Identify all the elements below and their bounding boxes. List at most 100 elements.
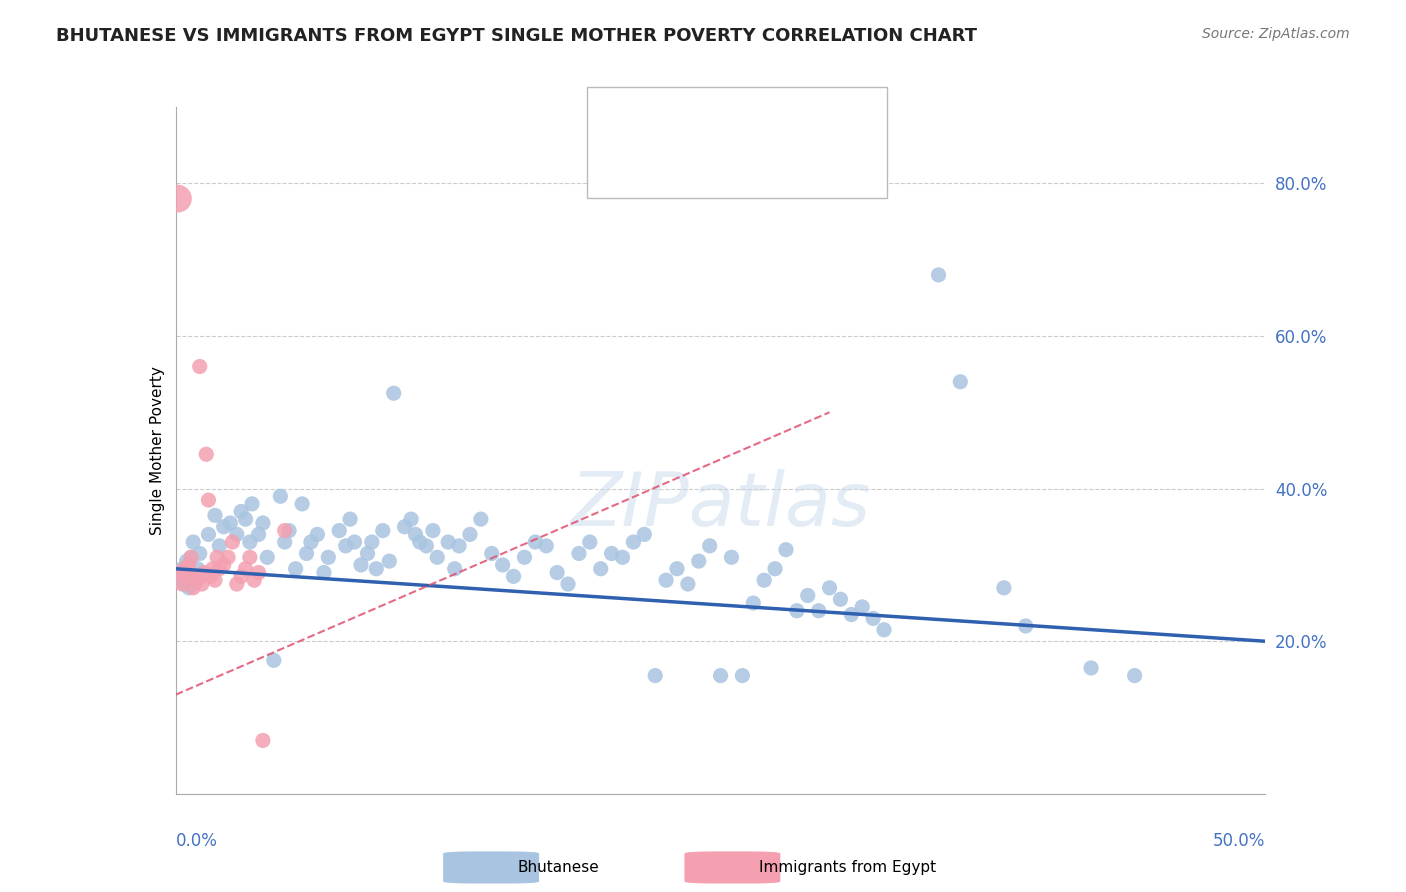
Point [197,493,219,508]
Point [225,577,247,591]
Point [754,573,776,587]
Point [579,535,602,549]
Point [195,447,218,461]
Point [371,524,394,538]
Text: 50.0%: 50.0% [1213,831,1265,850]
Point [274,535,297,549]
Point [443,562,465,576]
Point [169,566,191,580]
Point [235,512,257,526]
Text: Bhutanese: Bhutanese [517,860,599,875]
Point [307,527,329,541]
FancyBboxPatch shape [589,95,643,137]
Point [247,566,270,580]
Text: N =: N = [769,109,806,124]
Point [225,527,247,541]
Text: 0.0%: 0.0% [176,831,218,850]
Point [173,562,195,576]
Point [447,539,470,553]
Point [208,562,231,576]
Point [356,546,378,561]
Point [720,550,742,565]
Point [415,539,437,553]
Point [763,562,786,576]
Point [534,539,557,553]
Point [205,550,228,565]
FancyBboxPatch shape [589,147,643,189]
Point [231,569,253,583]
Point [742,596,765,610]
Point [513,550,536,565]
Text: ZIPatlas: ZIPatlas [571,469,870,541]
Point [557,577,579,591]
Text: 31: 31 [825,161,846,176]
Point [186,573,209,587]
Point [405,527,427,541]
Point [299,535,322,549]
Point [612,550,634,565]
Point [458,527,481,541]
FancyBboxPatch shape [685,851,780,883]
Point [382,386,405,401]
Point [786,604,808,618]
Point [1015,619,1038,633]
Point [167,192,190,206]
Point [328,524,350,538]
Point [172,577,194,591]
Point [775,542,797,557]
Point [188,546,211,561]
Point [263,653,285,667]
Point [204,573,226,587]
Y-axis label: Single Mother Poverty: Single Mother Poverty [149,366,165,535]
Point [335,539,357,553]
Point [177,581,200,595]
Text: -0.201: -0.201 [704,109,762,124]
Point [284,562,307,576]
Point [688,554,710,568]
Point [731,668,754,682]
Point [818,581,841,595]
Point [366,562,388,576]
Text: N =: N = [769,161,806,176]
Point [181,581,204,595]
Point [169,569,191,583]
Point [204,508,226,523]
Point [796,589,818,603]
Point [180,550,202,565]
Text: Immigrants from Egypt: Immigrants from Egypt [759,860,936,875]
Point [394,520,416,534]
Point [350,558,373,572]
Point [173,577,195,591]
Point [186,562,209,576]
Point [221,535,243,549]
Point [180,550,202,565]
Point [318,550,340,565]
Point [200,569,222,583]
Point [274,524,297,538]
Point [862,611,884,625]
Point [181,535,204,549]
Point [235,562,257,576]
Point [191,577,214,591]
Point [633,527,655,541]
Point [699,539,721,553]
Point [177,558,200,572]
Point [240,497,263,511]
Point [481,546,503,561]
Point [247,527,270,541]
Point [993,581,1015,595]
Point [492,558,515,572]
Point [378,554,401,568]
Point [239,550,262,565]
Text: R =: R = [648,161,689,176]
FancyBboxPatch shape [586,87,887,198]
Point [621,535,644,549]
Point [217,550,239,565]
Point [409,535,432,549]
Point [568,546,591,561]
Point [172,562,194,576]
Point [184,569,207,583]
Point [676,577,699,591]
Point [312,566,335,580]
Point [256,550,278,565]
